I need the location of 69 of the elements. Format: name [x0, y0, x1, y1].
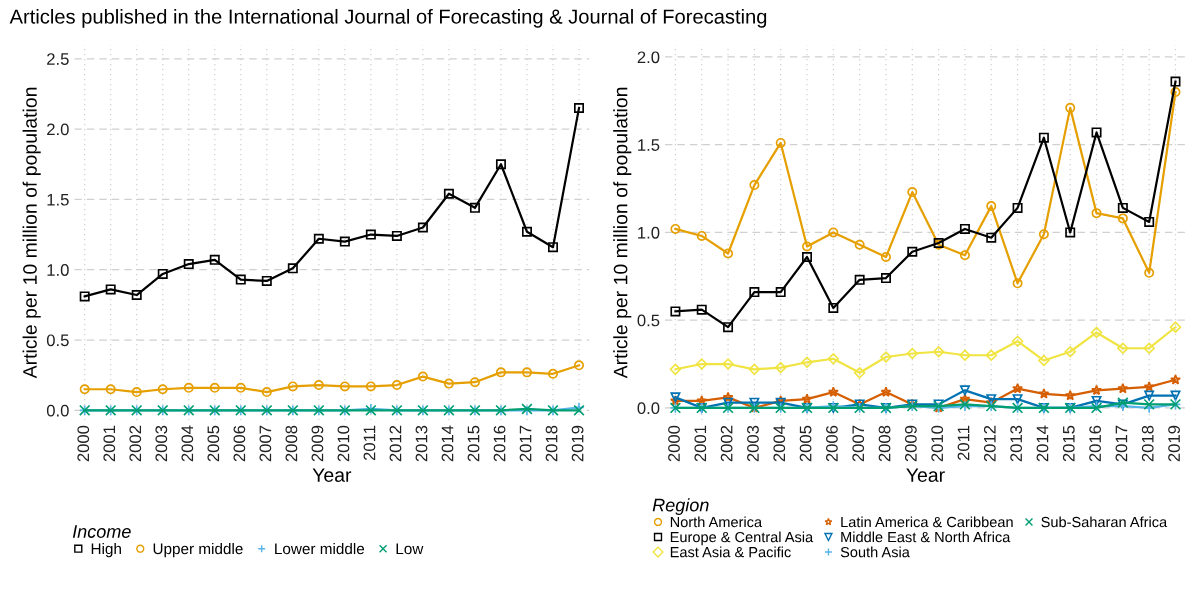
x-tick-label: 2006 [826, 425, 838, 462]
x-tick-label: 2003 [747, 425, 759, 462]
legend-label: Latin America & Caribbean [841, 516, 1013, 528]
x-tick-label: 2012 [983, 425, 996, 462]
y-tick-label: 0.0 [637, 402, 660, 415]
y-axis-title: Article per 10 million of population [22, 87, 41, 379]
x-tick-label: 2004 [181, 425, 194, 462]
x-tick-label: 2005 [799, 425, 812, 462]
legend-label: Lower middle [275, 542, 365, 555]
legend-label: South Asia [840, 546, 910, 558]
y-tick-label: 0.5 [637, 314, 660, 327]
y-tick-label: 0.0 [46, 404, 69, 417]
legend-label: Europe & Central Asia [670, 531, 814, 546]
x-tick-label: 2004 [773, 425, 786, 462]
x-tick-label: 2011 [363, 425, 376, 461]
x-axis-title: Year [312, 468, 352, 482]
legend-label: Middle East & North Africa [841, 531, 1011, 543]
legend-label: Upper middle [153, 542, 243, 558]
x-tick-label: 2000 [668, 425, 680, 462]
x-tick-label: 2006 [233, 425, 246, 462]
x-tick-label: 2003 [155, 425, 168, 462]
x-tick-label: 2013 [415, 425, 428, 462]
y-tick-label: 2.0 [637, 51, 660, 64]
x-tick-label: 2017 [1115, 425, 1128, 462]
x-tick-label: 2019 [1168, 425, 1180, 462]
x-axis-title: Year [906, 468, 945, 482]
legend-label: North America [670, 516, 763, 528]
x-tick-label: 2010 [931, 425, 944, 462]
x-tick-label: 2015 [1062, 425, 1075, 462]
x-tick-label: 2017 [519, 425, 532, 462]
x-tick-label: 2007 [852, 425, 865, 462]
y-tick-label: 2.5 [47, 53, 69, 65]
x-tick-label: 2011 [957, 425, 970, 461]
legend-title: Region [652, 498, 709, 516]
x-tick-label: 2010 [337, 425, 350, 462]
chart-title: Articles published in the International Journal of Forecasting & Journal of Forecasting [9, 8, 767, 28]
y-tick-label: 1.5 [638, 139, 660, 151]
x-tick-label: 2005 [207, 425, 220, 462]
x-tick-label: 2014 [1036, 425, 1049, 462]
y-tick-label: 2.0 [47, 123, 69, 136]
x-tick-label: 2012 [389, 425, 402, 462]
legend-label: Sub-Saharan Africa [1041, 516, 1168, 528]
x-tick-label: 2000 [77, 425, 90, 462]
x-tick-label: 2016 [1089, 425, 1102, 462]
y-tick-label: 1.0 [638, 226, 660, 239]
legend-label: High [91, 542, 121, 558]
x-tick-label: 2007 [259, 425, 272, 462]
y-axis-title: Article per 10 million of population [613, 87, 632, 379]
x-tick-label: 2009 [904, 425, 917, 462]
x-tick-label: 2008 [878, 425, 891, 462]
legend-label: Low [396, 543, 424, 555]
x-tick-label: 2009 [311, 425, 324, 462]
x-tick-label: 2008 [285, 425, 298, 462]
x-tick-label: 2019 [571, 425, 584, 462]
x-tick-label: 2002 [720, 425, 733, 462]
x-tick-label: 2018 [1141, 425, 1154, 462]
x-tick-label: 2002 [129, 425, 142, 462]
legend-label: East Asia & Pacific [670, 546, 791, 558]
x-tick-label: 2018 [545, 425, 558, 462]
x-tick-label: 2015 [467, 425, 480, 462]
x-tick-label: 2014 [441, 425, 454, 462]
y-tick-label: 1.5 [47, 193, 69, 206]
legend-title: Income [72, 525, 131, 538]
y-tick-label: 1.0 [47, 264, 69, 276]
x-tick-label: 2013 [1010, 425, 1023, 462]
y-tick-label: 0.5 [46, 334, 69, 347]
x-tick-label: 2001 [103, 425, 116, 462]
x-tick-label: 2001 [694, 425, 707, 462]
x-tick-label: 2016 [493, 425, 506, 462]
